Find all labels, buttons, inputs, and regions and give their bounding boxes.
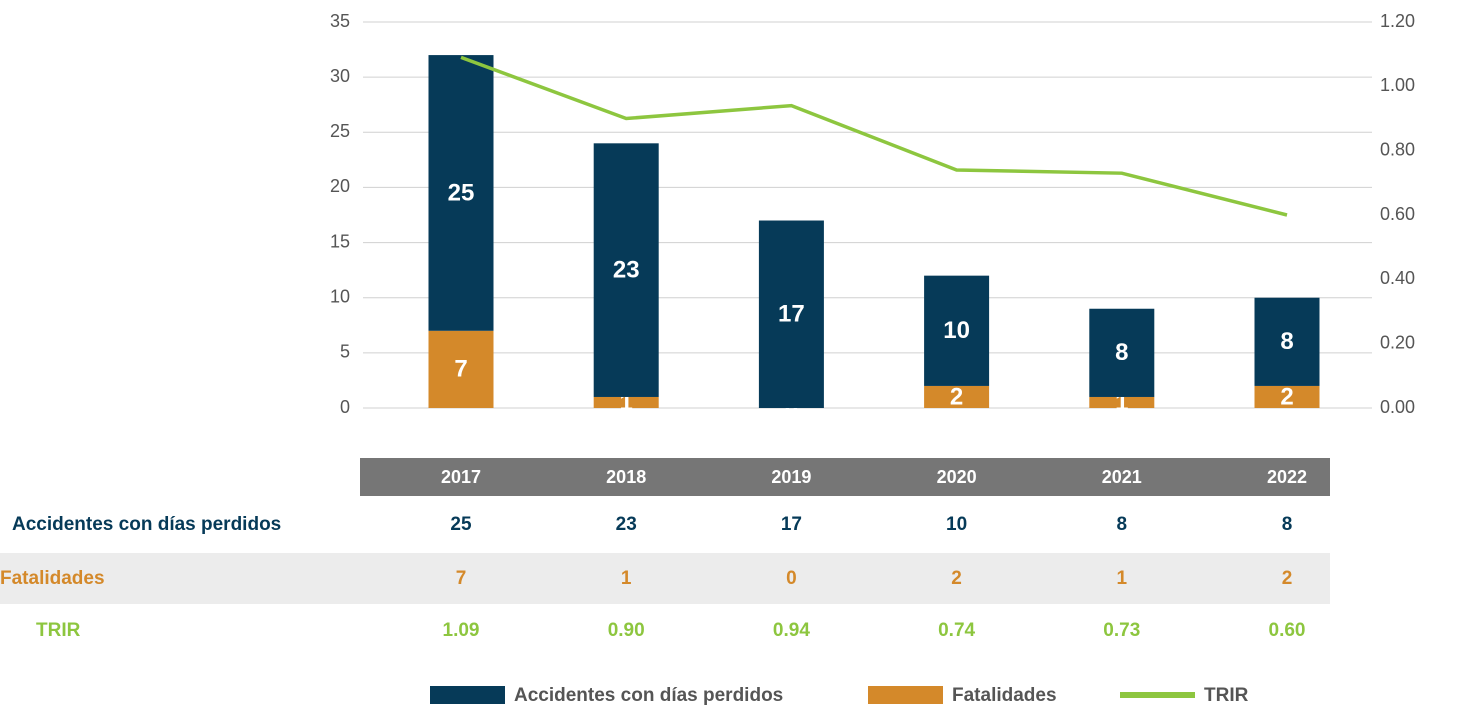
table-cell: 0.60 bbox=[1269, 620, 1306, 641]
bar-label: 2 bbox=[950, 383, 963, 410]
table-cell: 0 bbox=[786, 568, 797, 589]
table-cell: 10 bbox=[946, 514, 967, 535]
table-header: 2018 bbox=[606, 467, 646, 487]
bar bbox=[1254, 297, 1320, 386]
table-header: 2019 bbox=[771, 467, 811, 487]
table-cell: 25 bbox=[450, 514, 472, 535]
legend-label: TRIR bbox=[1204, 685, 1249, 706]
legend-label: Accidentes con días perdidos bbox=[514, 685, 783, 706]
table-cell: 0.73 bbox=[1103, 620, 1140, 641]
bar-label: 17 bbox=[778, 301, 805, 328]
bar-label: 8 bbox=[1115, 339, 1128, 366]
bar bbox=[924, 385, 990, 408]
y2-tick-label: 1.20 bbox=[1380, 11, 1415, 31]
table-header: 2017 bbox=[441, 467, 481, 487]
bar-label: 2 bbox=[1280, 383, 1293, 410]
bar bbox=[428, 330, 494, 408]
bar bbox=[1254, 385, 1320, 408]
y-tick-label: 30 bbox=[330, 66, 350, 86]
legend-swatch bbox=[1120, 692, 1195, 698]
bar bbox=[1089, 308, 1155, 397]
bar bbox=[428, 55, 494, 331]
bar bbox=[593, 143, 659, 397]
bar-label: 10 bbox=[943, 317, 970, 344]
bar bbox=[593, 396, 659, 408]
y-tick-label: 35 bbox=[330, 11, 350, 31]
y-tick-label: 10 bbox=[330, 286, 350, 306]
bar bbox=[924, 275, 990, 386]
table-cell: 8 bbox=[1282, 514, 1293, 535]
table-cell: 7 bbox=[456, 568, 467, 589]
bar bbox=[1089, 396, 1155, 408]
y2-tick-label: 0.60 bbox=[1380, 204, 1415, 224]
y-tick-label: 25 bbox=[330, 121, 350, 141]
table-cell: 17 bbox=[781, 514, 802, 535]
y2-tick-label: 0.20 bbox=[1380, 332, 1415, 352]
y2-tick-label: 0.00 bbox=[1380, 397, 1415, 417]
table-row-bg bbox=[0, 553, 1330, 604]
legend-swatch bbox=[868, 686, 943, 704]
y-tick-label: 0 bbox=[340, 397, 350, 417]
table-cell: 0.74 bbox=[938, 620, 975, 641]
y-tick-label: 20 bbox=[330, 176, 350, 196]
bar-label: 23 bbox=[613, 256, 640, 283]
row-label: Fatalidades bbox=[0, 568, 105, 589]
table-cell: 2 bbox=[951, 568, 962, 589]
table-header: 2020 bbox=[937, 467, 977, 487]
legend-label: Fatalidades bbox=[952, 685, 1057, 706]
bar bbox=[758, 220, 824, 408]
table-header: 2021 bbox=[1102, 467, 1142, 487]
y2-tick-label: 1.00 bbox=[1380, 75, 1415, 95]
table-cell: 23 bbox=[616, 514, 637, 535]
table-cell: 1.09 bbox=[443, 620, 480, 641]
table-header: 2022 bbox=[1267, 467, 1307, 487]
table-header-bg bbox=[360, 458, 1330, 496]
bar-label: 8 bbox=[1280, 328, 1293, 355]
bar-label: 25 bbox=[448, 179, 475, 206]
bar-label: 7 bbox=[454, 356, 467, 383]
table-cell: 1 bbox=[1117, 568, 1128, 589]
row-label: Accidentes con días perdidos bbox=[12, 514, 281, 535]
y-tick-label: 5 bbox=[340, 342, 350, 362]
table-cell: 2 bbox=[1282, 568, 1293, 589]
table-cell: 1 bbox=[621, 568, 632, 589]
table-cell: 0.94 bbox=[773, 620, 810, 641]
legend-swatch bbox=[430, 686, 505, 704]
y2-tick-label: 0.80 bbox=[1380, 139, 1415, 159]
row-label: TRIR bbox=[36, 620, 81, 641]
table-cell: 8 bbox=[1117, 514, 1128, 535]
y2-tick-label: 0.40 bbox=[1380, 268, 1415, 288]
table-cell: 0.90 bbox=[608, 620, 645, 641]
y-tick-label: 15 bbox=[330, 231, 350, 251]
line bbox=[460, 55, 1288, 217]
